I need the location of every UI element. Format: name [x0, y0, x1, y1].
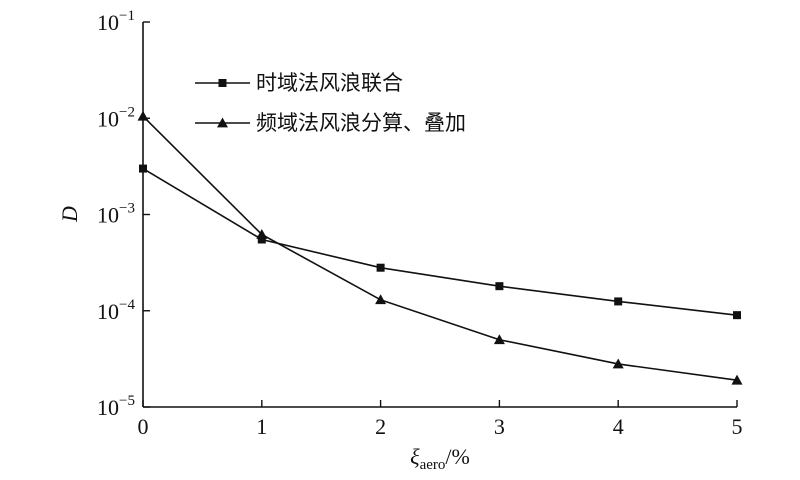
legend-item-1: 时域法风浪联合	[195, 71, 403, 95]
triangle-marker	[731, 374, 743, 385]
square-marker	[614, 297, 623, 306]
x-axis-unit: /%	[445, 444, 469, 469]
series-2	[137, 110, 743, 385]
square-marker	[257, 235, 266, 244]
square-marker	[495, 282, 504, 291]
legend-item-2: 频域法风浪分算、叠加	[195, 111, 466, 135]
triangle-marker	[493, 334, 505, 345]
y-tick-label: 10−2	[97, 104, 135, 131]
triangle-marker	[217, 117, 228, 128]
triangle-marker	[256, 228, 268, 239]
x-axis-symbol: ξ	[410, 444, 420, 469]
series-line	[142, 115, 738, 381]
triangle-marker	[137, 110, 149, 121]
square-marker	[376, 263, 385, 272]
x-tick-label: 5	[732, 414, 743, 439]
series-group	[137, 110, 743, 385]
x-tick-label: 2	[375, 414, 386, 439]
axes	[142, 22, 737, 408]
x-tick-label: 3	[494, 414, 505, 439]
x-tick-label: 4	[613, 414, 624, 439]
triangle-marker	[612, 358, 624, 369]
y-tick-label: 10−4	[97, 297, 135, 324]
legend-label: 时域法风浪联合	[256, 71, 403, 95]
y-tick-label: 10−3	[97, 201, 135, 228]
x-axis-title: ξaero/%	[410, 444, 470, 473]
y-tick-label: 10−1	[97, 8, 135, 35]
square-marker	[139, 164, 147, 173]
series-line	[142, 167, 738, 316]
x-tick-label: 1	[256, 414, 267, 439]
x-tick-label: 0	[138, 414, 149, 439]
square-marker	[733, 311, 741, 320]
x-axis-subscript: aero	[420, 457, 446, 473]
triangle-marker	[375, 294, 387, 305]
y-axis-title: D	[57, 206, 82, 223]
square-marker	[218, 79, 227, 87]
series-1	[139, 164, 741, 320]
legend-label: 频域法风浪分算、叠加	[256, 111, 466, 135]
y-tick-label: 10−5	[97, 393, 135, 420]
ticks: 0 1 2 3 4 5 10−1 10−2 10−3 10−4 10−5	[97, 8, 742, 439]
